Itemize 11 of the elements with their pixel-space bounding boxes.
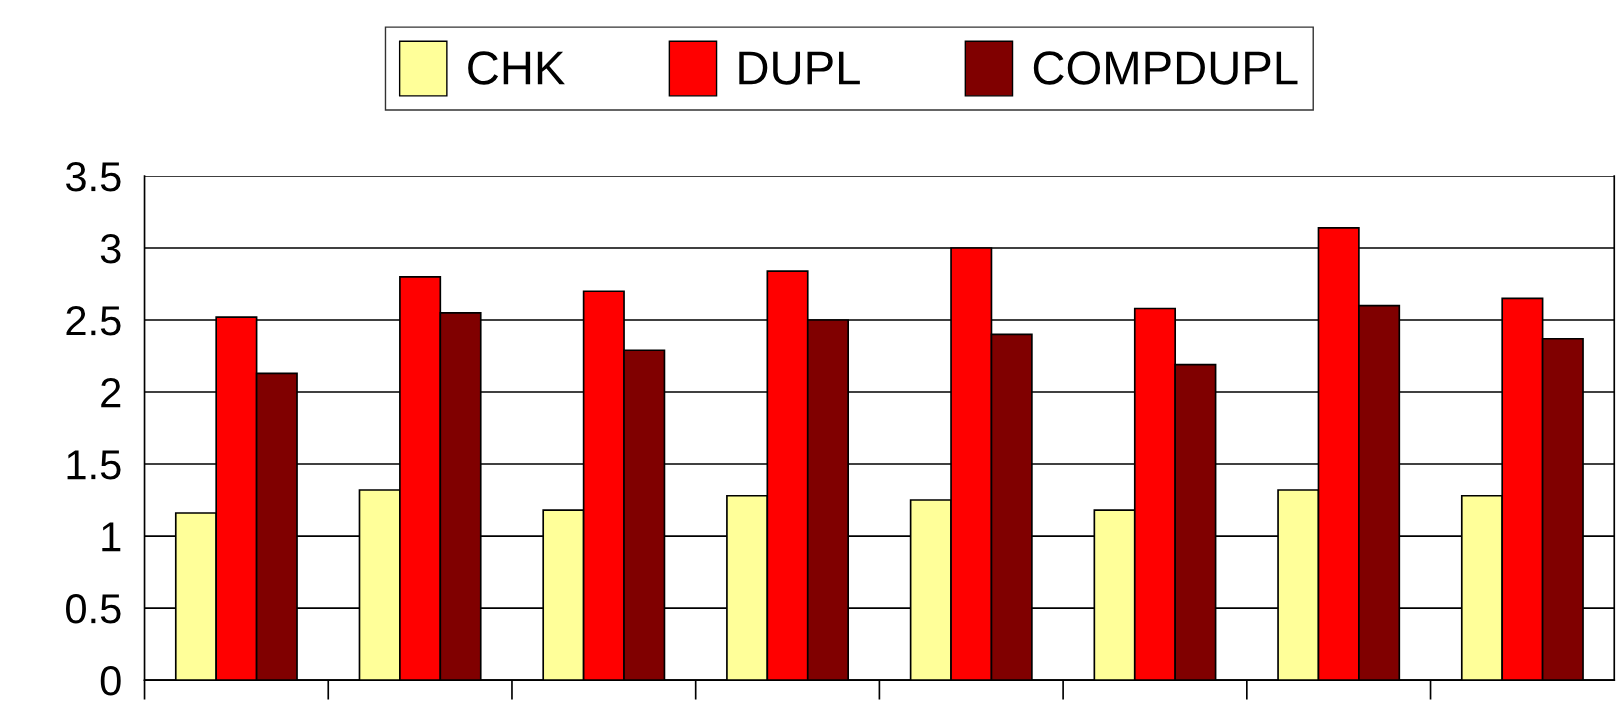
y-tick-label: 2	[101, 378, 121, 408]
y-tick-label: 2.5	[66, 306, 121, 336]
y-tick-label: 1.5	[67, 450, 121, 480]
y-tick-label: 3.5	[65, 162, 121, 192]
legend-label: COMPDUPL	[1033, 51, 1298, 85]
legend-label: CHK	[468, 51, 565, 85]
y-tick-label: 0.5	[66, 594, 121, 624]
y-tick-label: 3	[100, 234, 121, 264]
legend-label: DUPL	[739, 51, 860, 85]
y-tick-label: 1	[102, 522, 121, 552]
y-tick-label: 0	[100, 666, 121, 696]
